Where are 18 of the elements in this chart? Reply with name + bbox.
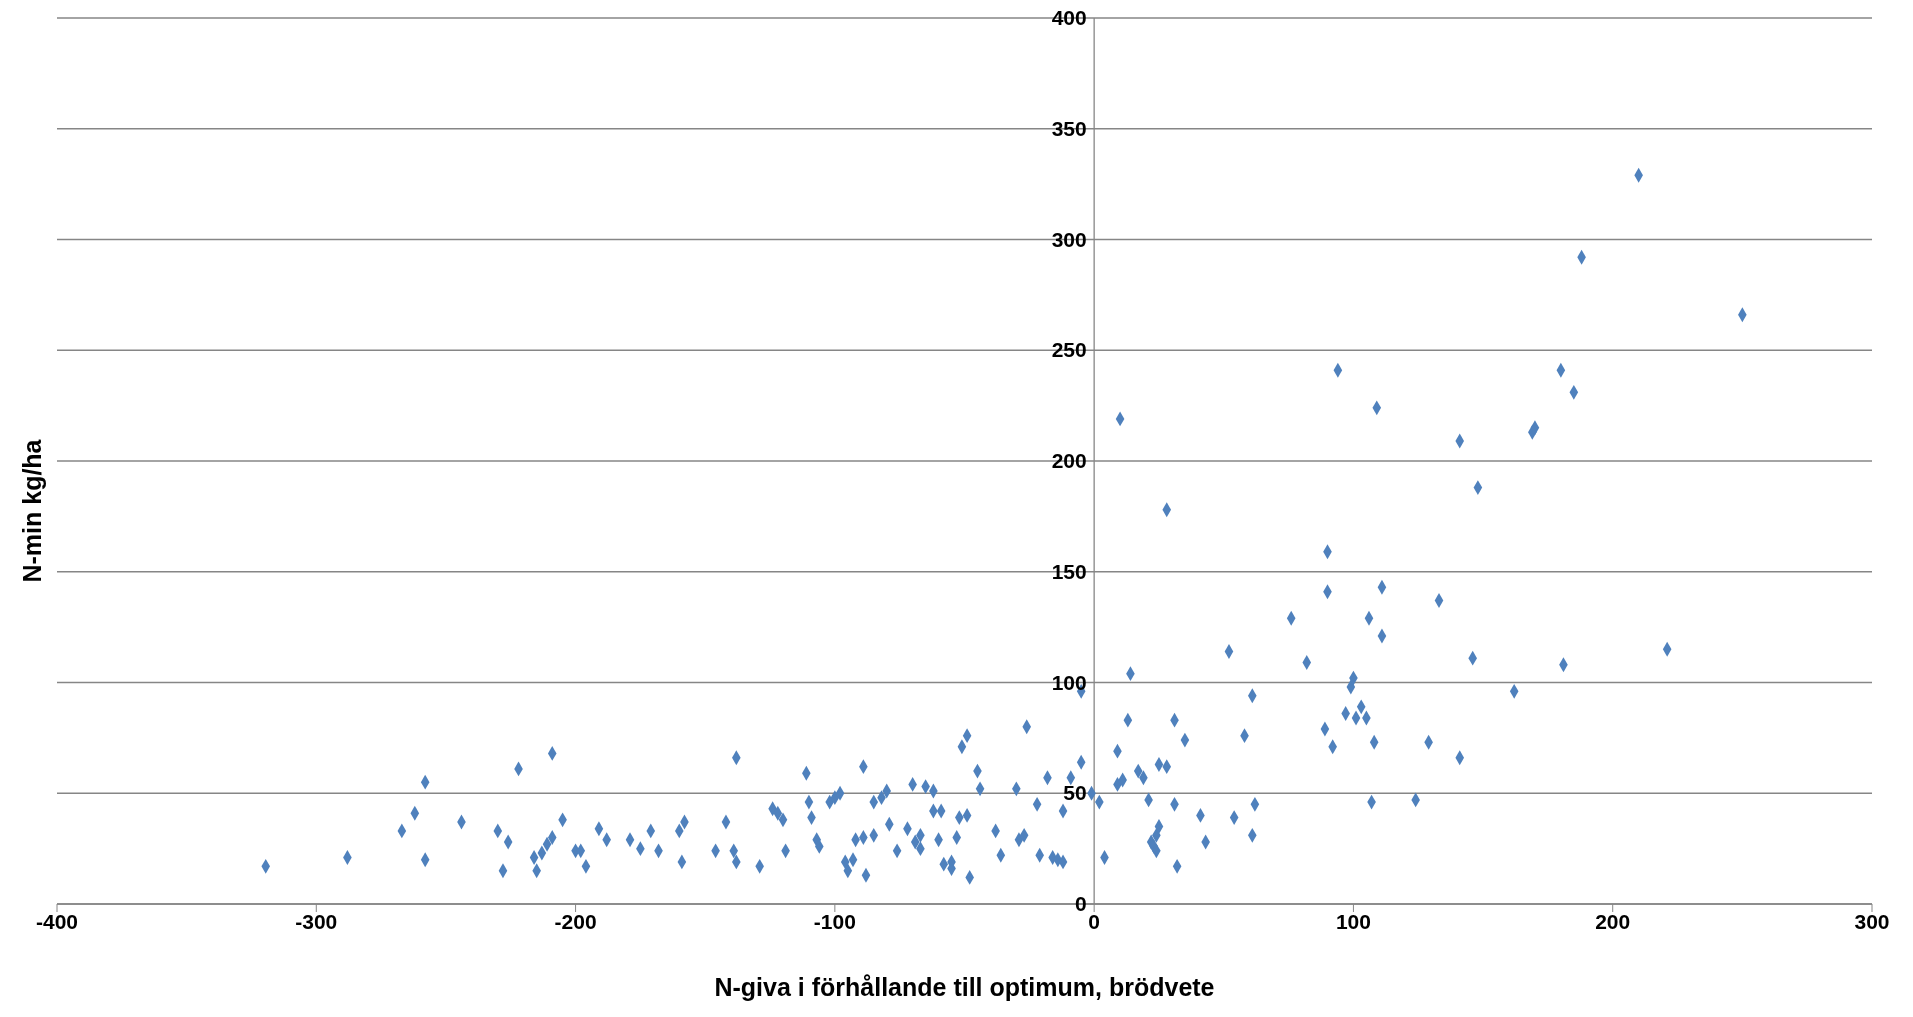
x-axis-title: N-giva i förhållande till optimum, brödvete (714, 973, 1215, 1001)
y-axis-title: N-min kg/ha (17, 439, 47, 583)
y-tick-label: 150 (1051, 559, 1087, 583)
y-tick-label: 100 (1051, 670, 1087, 694)
y-tick-label: 200 (1051, 449, 1087, 472)
x-tick-label: -400 (35, 909, 79, 933)
y-tick-label: 350 (1051, 116, 1087, 140)
y-tick-label: 300 (1051, 227, 1087, 251)
y-tick-label: 50 (1063, 781, 1087, 805)
x-tick-label: -300 (295, 909, 338, 933)
y-tick-label: 250 (1051, 338, 1087, 362)
y-tick-label: 0 (1075, 892, 1087, 915)
x-tick-label: -100 (813, 909, 856, 933)
x-tick-label: 200 (1595, 909, 1631, 933)
y-tick-label: 400 (1051, 6, 1087, 29)
x-tick-label: 100 (1335, 909, 1371, 933)
x-tick-label: 300 (1854, 909, 1890, 933)
x-tick-label: -200 (554, 909, 597, 933)
